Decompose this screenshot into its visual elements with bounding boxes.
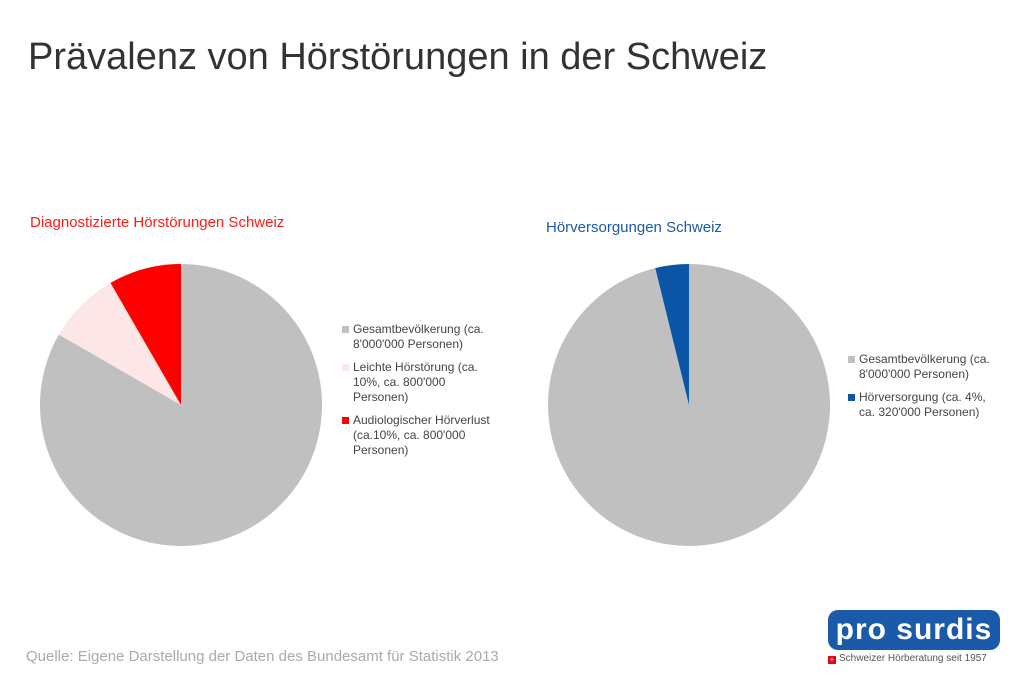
legend-swatch — [342, 364, 349, 371]
legend-item: Hörversorgung (ca. 4%, ca. 320'000 Perso… — [848, 390, 998, 420]
legend-hearing-care: Gesamtbevölkerung (ca. 8'000'000 Persone… — [848, 352, 998, 428]
swiss-flag-icon: + — [828, 655, 836, 664]
legend-swatch — [848, 394, 855, 401]
legend-label: Audiologischer Hörverlust (ca.10%, ca. 8… — [353, 413, 490, 457]
chart-title-diagnosed: Diagnostizierte Hörstörungen Schweiz — [30, 214, 285, 231]
legend-item: Gesamtbevölkerung (ca. 8'000'000 Persone… — [848, 352, 998, 382]
legend-swatch — [342, 326, 349, 333]
legend-item: Audiologischer Hörverlust (ca.10%, ca. 8… — [342, 413, 492, 458]
legend-label: Leichte Hörstörung (ca. 10%, ca. 800'000… — [353, 360, 478, 404]
pie-slice — [655, 264, 689, 405]
legend-label: Gesamtbevölkerung (ca. 8'000'000 Persone… — [353, 322, 484, 351]
legend-label: Gesamtbevölkerung (ca. 8'000'000 Persone… — [859, 352, 990, 381]
legend-item: Gesamtbevölkerung (ca. 8'000'000 Persone… — [342, 322, 492, 352]
legend-item: Leichte Hörstörung (ca. 10%, ca. 800'000… — [342, 360, 492, 405]
legend-swatch — [342, 417, 349, 424]
legend-label: Hörversorgung (ca. 4%, ca. 320'000 Perso… — [859, 390, 986, 419]
page-title: Prävalenz von Hörstörungen in der Schwei… — [28, 36, 768, 78]
legend-swatch — [848, 356, 855, 363]
pie-slice — [110, 264, 181, 405]
source-note: Quelle: Eigene Darstellung der Daten des… — [26, 648, 499, 665]
pro-surdis-logo: pro surdis + Schweizer Hörberatung seit 1… — [828, 610, 1000, 668]
chart-title-hearing-care: Hörversorgungen Schweiz — [546, 219, 722, 236]
pie-slice — [58, 282, 181, 405]
pie-slice — [40, 264, 322, 546]
legend-diagnosed: Gesamtbevölkerung (ca. 8'000'000 Persone… — [342, 322, 492, 466]
